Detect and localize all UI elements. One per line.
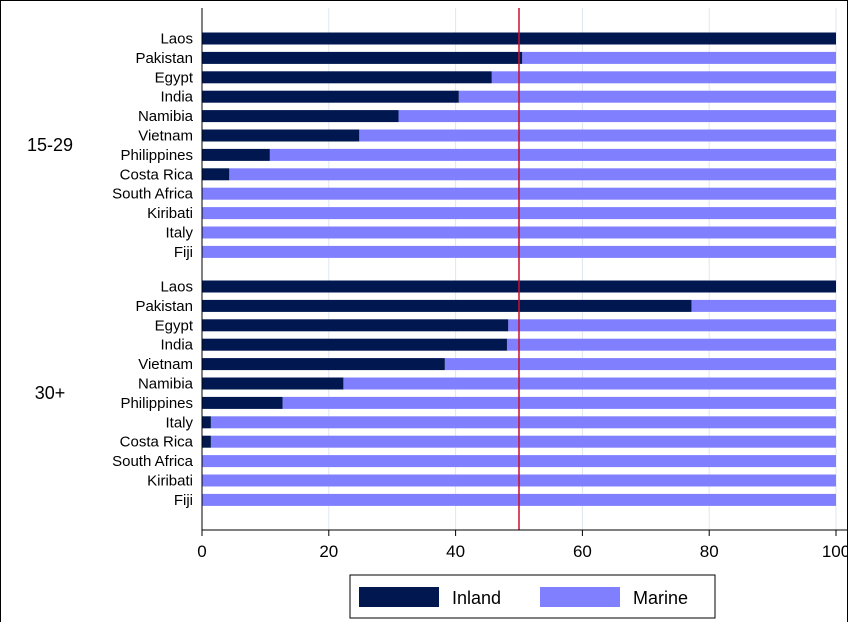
category-label-30-laos: Laos xyxy=(160,279,193,296)
category-label-1529-india: India xyxy=(160,89,193,106)
bar-inland-1529-costa-rica xyxy=(202,168,230,181)
bar-inland-30-pakistan xyxy=(202,299,692,312)
x-tick-label-60: 60 xyxy=(573,542,592,561)
bar-marine-1529-india xyxy=(458,90,836,103)
x-tick-label-80: 80 xyxy=(700,542,719,561)
bar-inland-30-costa-rica xyxy=(202,435,211,448)
legend-label-inland: Inland xyxy=(452,588,501,608)
category-label-30-namibia: Namibia xyxy=(138,376,194,393)
category-label-1529-italy: Italy xyxy=(165,225,193,242)
bar-inland-1529-egypt xyxy=(202,71,492,84)
bar-marine-1529-vietnam xyxy=(359,129,836,142)
bar-inland-1529-philippines xyxy=(202,148,270,161)
bar-marine-30-egypt xyxy=(508,319,836,332)
bar-marine-1529-pakistan xyxy=(522,51,836,64)
bar-inland-1529-namibia xyxy=(202,110,399,123)
bar-marine-30-india xyxy=(506,338,836,351)
category-label-30-italy: Italy xyxy=(165,414,193,431)
category-label-1529-south-africa: South Africa xyxy=(112,186,194,203)
bar-marine-1529-namibia xyxy=(398,110,836,123)
x-tick-label-20: 20 xyxy=(319,542,338,561)
category-label-1529-vietnam: Vietnam xyxy=(138,128,193,145)
bar-inland-30-italy xyxy=(202,416,211,429)
bar-marine-30-namibia xyxy=(343,377,836,390)
legend-label-marine: Marine xyxy=(633,588,688,608)
category-label-30-philippines: Philippines xyxy=(120,395,193,412)
category-label-30-vietnam: Vietnam xyxy=(138,356,193,373)
bar-marine-30-pakistan xyxy=(691,299,836,312)
category-label-1529-laos: Laos xyxy=(160,31,193,48)
bar-marine-1529-egypt xyxy=(491,71,836,84)
bar-marine-30-vietnam xyxy=(444,358,836,371)
bar-inland-30-egypt xyxy=(202,319,509,332)
category-label-30-india: India xyxy=(160,337,193,354)
bar-inland-1529-india xyxy=(202,90,459,103)
category-label-30-pakistan: Pakistan xyxy=(135,298,193,315)
category-label-1529-philippines: Philippines xyxy=(120,147,193,164)
bar-marine-1529-costa-rica xyxy=(229,168,837,181)
category-label-30-fiji: Fiji xyxy=(174,492,193,509)
bar-inland-30-namibia xyxy=(202,377,344,390)
category-label-1529-costa-rica: Costa Rica xyxy=(120,166,194,183)
group-label-30: 30+ xyxy=(35,383,66,403)
bar-marine-30-costa-rica xyxy=(210,435,837,448)
category-label-30-south-africa: South Africa xyxy=(112,453,194,470)
bar-inland-1529-vietnam xyxy=(202,129,360,142)
category-label-30-kiribati: Kiribati xyxy=(147,473,193,490)
legend-swatch-inland xyxy=(359,587,439,607)
bar-marine-1529-philippines xyxy=(269,148,836,161)
category-label-1529-pakistan: Pakistan xyxy=(135,50,193,67)
bar-marine-30-philippines xyxy=(282,396,836,409)
category-label-30-egypt: Egypt xyxy=(155,317,194,334)
bar-inland-1529-pakistan xyxy=(202,51,523,64)
category-label-1529-fiji: Fiji xyxy=(174,244,193,261)
legend-swatch-marine xyxy=(540,587,620,607)
group-label-1529: 15-29 xyxy=(27,135,73,155)
x-tick-label-100: 100 xyxy=(822,542,848,561)
category-label-30-costa-rica: Costa Rica xyxy=(120,434,194,451)
category-label-1529-kiribati: Kiribati xyxy=(147,205,193,222)
bar-inland-30-philippines xyxy=(202,396,283,409)
x-tick-label-0: 0 xyxy=(197,542,206,561)
category-label-1529-namibia: Namibia xyxy=(138,108,194,125)
x-tick-label-40: 40 xyxy=(446,542,465,561)
category-label-1529-egypt: Egypt xyxy=(155,69,194,86)
bar-inland-30-india xyxy=(202,338,507,351)
bar-inland-30-vietnam xyxy=(202,358,445,371)
bar-marine-30-italy xyxy=(210,416,837,429)
